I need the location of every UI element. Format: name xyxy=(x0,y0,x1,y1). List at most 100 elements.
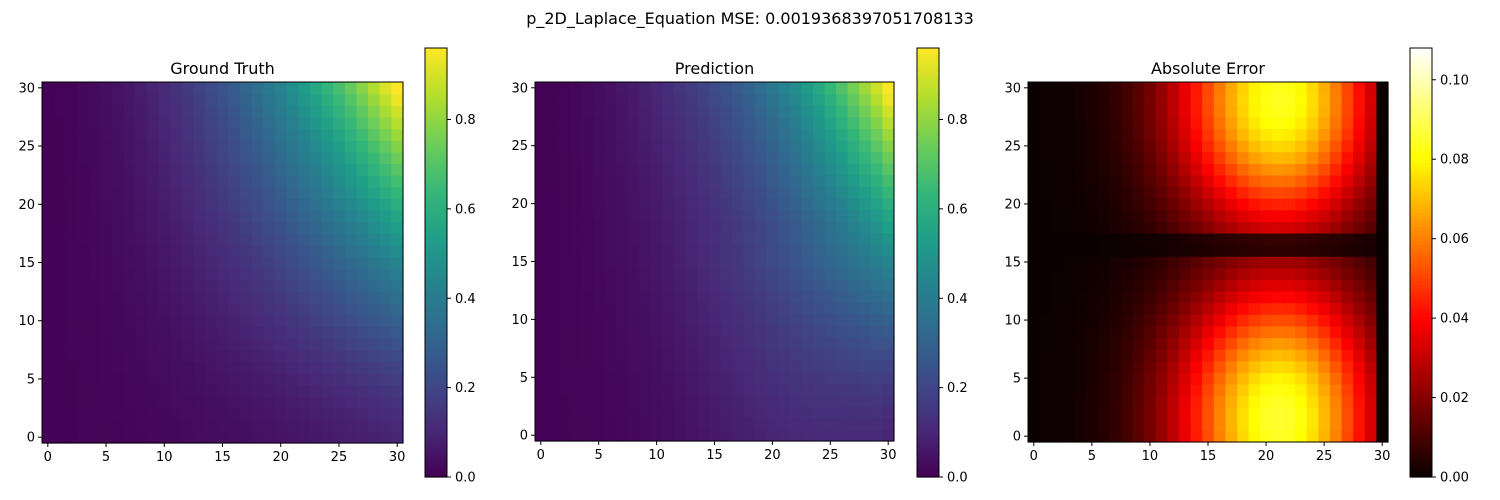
heatmap-cell xyxy=(1051,140,1064,153)
heatmap-cell xyxy=(836,116,849,129)
heatmap-cell xyxy=(1202,372,1215,385)
heatmap-cell xyxy=(1202,349,1215,362)
colorbar-segment xyxy=(1410,412,1432,417)
heatmap-cell xyxy=(65,384,78,398)
colorbar-segment xyxy=(917,451,939,457)
heatmap-cell xyxy=(1062,209,1076,222)
colorbar-segment xyxy=(1410,444,1432,449)
heatmap-cell xyxy=(1271,105,1285,118)
heatmap-cell xyxy=(627,139,640,153)
heatmap-cell xyxy=(193,198,206,211)
colorbar-segment xyxy=(425,387,447,392)
heatmap-cell xyxy=(569,197,582,210)
colorbar-segment xyxy=(1410,216,1432,221)
heatmap-cell xyxy=(193,151,206,165)
heatmap-cell xyxy=(216,349,229,363)
heatmap-cell xyxy=(685,93,698,106)
heatmap-cell xyxy=(111,186,125,200)
heatmap-cell xyxy=(812,267,826,280)
heatmap-cell xyxy=(882,267,895,280)
heatmap-cell xyxy=(1039,209,1052,222)
heatmap-cell xyxy=(368,338,381,351)
heatmap-cell xyxy=(685,174,698,187)
heatmap-cell xyxy=(1225,151,1238,164)
heatmap-cell xyxy=(535,220,548,234)
colorbar-segment xyxy=(1410,119,1432,124)
heatmap-cell xyxy=(146,349,160,363)
heatmap-cell xyxy=(1329,279,1343,292)
colorbar-segment xyxy=(425,80,447,85)
heatmap-cell xyxy=(42,303,55,316)
heatmap-cell xyxy=(42,221,55,234)
heatmap-cell xyxy=(1260,221,1273,234)
heatmap-cell xyxy=(801,417,814,431)
heatmap-cell xyxy=(76,384,90,398)
heatmap-cell xyxy=(216,245,229,258)
colorbar-segment xyxy=(425,262,447,267)
heatmap-cell xyxy=(263,338,276,351)
heatmap-cell xyxy=(1028,256,1041,269)
heatmap-cell xyxy=(1109,163,1122,176)
heatmap-cell xyxy=(379,291,392,304)
heatmap-cell xyxy=(1295,174,1308,188)
heatmap-cell xyxy=(1306,291,1319,304)
heatmap-cell xyxy=(766,186,779,199)
heatmap-cell xyxy=(870,417,884,431)
heatmap-cell xyxy=(333,233,346,246)
heatmap-cell xyxy=(158,175,171,188)
heatmap-cell xyxy=(344,140,358,153)
colorbar-segment xyxy=(1410,441,1432,446)
heatmap-cell xyxy=(836,278,849,292)
heatmap-cell xyxy=(170,140,183,153)
heatmap-cell xyxy=(778,313,791,326)
heatmap-cell xyxy=(356,140,369,153)
heatmap-cell xyxy=(616,105,629,118)
heatmap-cell xyxy=(569,186,582,199)
colorbar-segment xyxy=(917,115,939,121)
heatmap-cell xyxy=(309,163,323,176)
heatmap-cell xyxy=(546,325,559,338)
heatmap-cell xyxy=(1086,291,1099,304)
colorbar-segment xyxy=(425,165,447,171)
heatmap-cell xyxy=(1144,291,1157,304)
heatmap-cell xyxy=(216,303,229,316)
heatmap-cell xyxy=(778,139,791,153)
heatmap-cell xyxy=(1097,140,1110,153)
heatmap-cell xyxy=(1237,140,1250,153)
heatmap-cell xyxy=(1353,325,1366,339)
heatmap-cell xyxy=(1097,232,1110,246)
heatmap-cell xyxy=(356,408,369,421)
colorbar-segment xyxy=(917,319,939,324)
heatmap-cell xyxy=(193,93,206,106)
heatmap-cell xyxy=(391,303,404,316)
heatmap-cell xyxy=(766,105,779,118)
heatmap-cell xyxy=(1039,140,1052,153)
colorbar-segment xyxy=(1410,108,1432,113)
colorbar-segment xyxy=(1410,394,1432,399)
heatmap-cell xyxy=(870,186,884,199)
heatmap-cell xyxy=(286,198,299,211)
heatmap-cell xyxy=(228,419,241,432)
heatmap-cell xyxy=(88,82,101,95)
heatmap-cell xyxy=(708,186,721,199)
heatmap-cell xyxy=(344,431,358,444)
heatmap-cell xyxy=(685,220,698,234)
heatmap-cell xyxy=(673,93,687,106)
heatmap-cell xyxy=(181,361,194,374)
colorbar-segment xyxy=(425,212,447,217)
colorbar-segment xyxy=(425,351,447,357)
heatmap-cell xyxy=(616,429,629,442)
heatmap-cell xyxy=(1120,360,1134,373)
heatmap-cell xyxy=(870,232,884,245)
heatmap-cell xyxy=(662,417,675,431)
heatmap-cell xyxy=(1086,186,1099,199)
heatmap-cell xyxy=(1097,186,1110,199)
colorbar-segment xyxy=(425,437,447,442)
heatmap-cell xyxy=(743,406,756,419)
heatmap-cell xyxy=(298,82,311,95)
heatmap-cell xyxy=(170,175,183,188)
heatmap-cell xyxy=(228,338,241,351)
heatmap-cell xyxy=(558,255,571,268)
y-tick-label: 20 xyxy=(18,198,35,213)
heatmap-cell xyxy=(274,93,288,106)
